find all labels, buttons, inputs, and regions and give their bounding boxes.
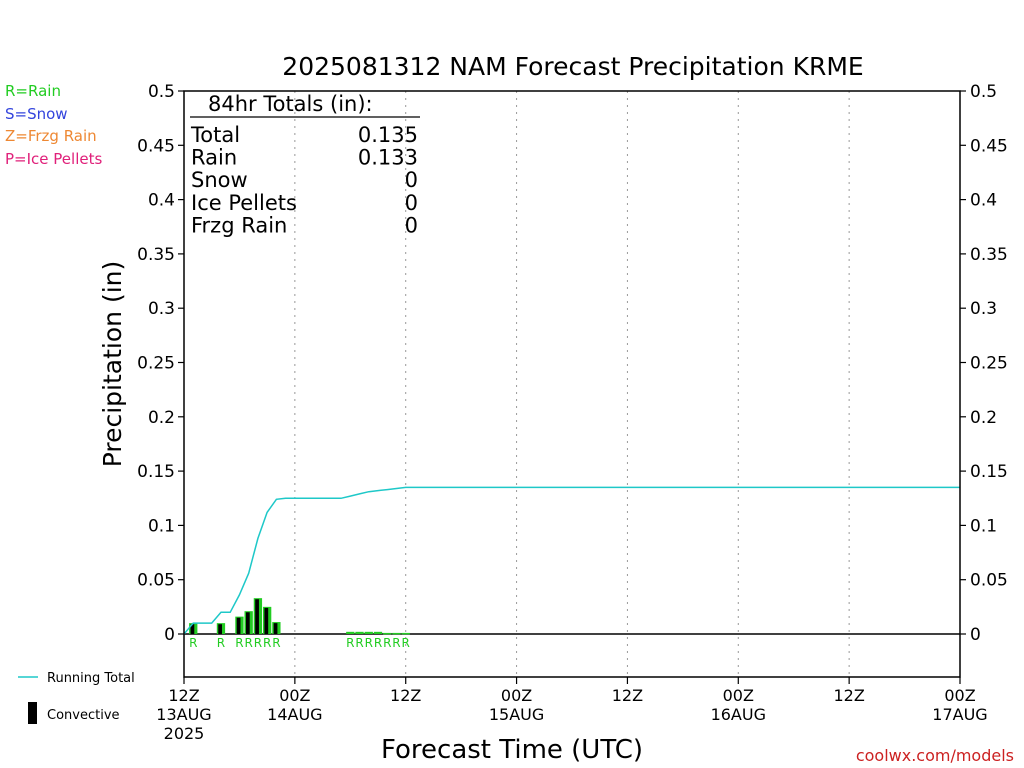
totals-row-label: Rain xyxy=(191,146,237,170)
legend-snow: S=Snow xyxy=(5,105,68,123)
rain-bar xyxy=(401,632,410,635)
x-tick-label: 12Z xyxy=(833,686,864,705)
running-total-line xyxy=(183,486,960,635)
totals-row-label: Snow xyxy=(191,168,248,192)
y-tick-label: 0.4 xyxy=(148,191,175,211)
convective-bars xyxy=(190,599,278,634)
x-tick-label: 00Z 15AUG xyxy=(489,686,544,724)
y-tick-label: 0.25 xyxy=(137,354,175,374)
convective-bar xyxy=(245,612,250,634)
precip-type-marker: R xyxy=(383,636,391,650)
y-tick-label: 0 xyxy=(970,625,981,645)
precip-type-marker: R xyxy=(392,636,400,650)
legend-rain: R=Rain xyxy=(5,82,61,100)
running-total-legend-label: Running Total xyxy=(47,671,135,686)
x-tick-label: 00Z 17AUG xyxy=(932,686,987,724)
precip-type-marker: R xyxy=(254,636,262,650)
totals-row-value: 0.133 xyxy=(358,146,418,170)
type-legend: R=Rain S=Snow Z=Frzg Rain P=Ice Pellets xyxy=(5,82,102,168)
rain-bar xyxy=(383,632,392,635)
convective-legend-label: Convective xyxy=(47,708,120,723)
totals-row-label: Frzg Rain xyxy=(191,213,287,237)
totals-rows: Total 0.135 Rain 0.133 Snow 0 Ice Pellets 0 Frzg… xyxy=(190,123,418,237)
vertical-gridlines xyxy=(294,91,850,677)
convective-bar xyxy=(255,599,259,634)
rain-bar xyxy=(392,632,401,635)
precip-type-marker: R xyxy=(346,636,354,650)
x-tick-label: 00Z 14AUG xyxy=(267,686,322,724)
y-tick-label: 0.1 xyxy=(148,516,175,536)
rain-bar xyxy=(346,631,355,634)
precip-type-marker: R xyxy=(189,636,197,650)
totals-row-label: Ice Pellets xyxy=(191,191,297,215)
precip-type-marker: R xyxy=(355,636,363,650)
y-tick-label: 0.05 xyxy=(970,571,1008,591)
totals-row-label: Total xyxy=(190,123,240,147)
legend-frzg-rain: Z=Frzg Rain xyxy=(5,127,97,145)
running-total-series xyxy=(183,486,960,635)
convective-bar xyxy=(273,623,278,634)
convective-bar xyxy=(190,624,195,634)
convective-legend-swatch xyxy=(28,702,37,724)
convective-bar xyxy=(264,607,269,634)
precip-type-marker: R xyxy=(365,636,373,650)
legend-ice-pellets: P=Ice Pellets xyxy=(5,150,102,168)
y-tick-label: 0.5 xyxy=(970,82,997,102)
y-tick-label: 0.3 xyxy=(148,299,175,319)
precip-type-marker: R xyxy=(235,636,243,650)
plot-frame xyxy=(183,90,961,678)
rain-bar xyxy=(373,631,383,634)
y-tick-label: 0.5 xyxy=(148,82,175,102)
x-axis: 12Z 13AUG 2025 00Z 14AUG 12Z 00Z 15AUG 12Z 00Z 16A… xyxy=(156,677,988,743)
x-axis-label: Forecast Time (UTC) xyxy=(381,735,643,765)
y-tick-label: 0.15 xyxy=(970,462,1008,482)
precip-type-marker: R xyxy=(263,636,271,650)
totals-row-value: 0 xyxy=(405,191,418,215)
precip-type-marker: R xyxy=(272,636,280,650)
y-tick-label: 0.2 xyxy=(148,408,175,428)
y-tick-label: 0.2 xyxy=(970,408,997,428)
totals-row-value: 0 xyxy=(405,213,418,237)
y-tick-label: 0.05 xyxy=(137,571,175,591)
x-tick-label: 00Z 16AUG xyxy=(711,686,766,724)
y-tick-label: 0.35 xyxy=(970,245,1008,265)
y-tick-label: 0.4 xyxy=(970,191,997,211)
rain-bars xyxy=(189,598,410,635)
x-tick-label: 12Z 13AUG 2025 xyxy=(156,686,211,743)
y-tick-label: 0.3 xyxy=(970,299,997,319)
y-tick-label: 0.45 xyxy=(970,136,1008,156)
y-axis-label: Precipitation (in) xyxy=(98,261,127,468)
totals-row-value: 0 xyxy=(405,168,418,192)
totals-box: 84hr Totals (in): Total 0.135 Rain 0.133 Sno… xyxy=(190,92,420,237)
totals-row-value: 0.135 xyxy=(358,123,418,147)
precip-type-marker: R xyxy=(374,636,382,650)
y-tick-label: 0.15 xyxy=(137,462,175,482)
source-credit: coolwx.com/models xyxy=(856,746,1014,765)
precip-type-marker: R xyxy=(402,636,410,650)
y-tick-label: 0.35 xyxy=(137,245,175,265)
convective-bar xyxy=(218,624,222,634)
rain-bar xyxy=(355,631,364,634)
y-axis-left: 0 0.05 0.1 0.15 0.2 0.25 0.3 0.35 0.4 0.45 0.5 xyxy=(137,82,184,645)
x-tick-label: 12Z xyxy=(612,686,643,705)
y-axis-right: 0 0.05 0.1 0.15 0.2 0.25 0.3 0.35 0.4 0.45 0.5 xyxy=(960,82,1008,645)
y-tick-label: 0.1 xyxy=(970,516,997,536)
y-tick-label: 0 xyxy=(164,625,175,645)
y-tick-label: 0.25 xyxy=(970,354,1008,374)
series-legend: Running Total Convective xyxy=(18,671,135,724)
chart-title: 2025081312 NAM Forecast Precipitation KR… xyxy=(282,52,863,81)
convective-bar xyxy=(236,617,241,634)
totals-header: 84hr Totals (in): xyxy=(208,92,373,116)
precip-type-marker: R xyxy=(244,636,252,650)
y-tick-label: 0.45 xyxy=(137,136,175,156)
precip-type-marker: R xyxy=(217,636,225,650)
x-tick-label: 12Z xyxy=(390,686,421,705)
rain-bar xyxy=(364,631,373,634)
